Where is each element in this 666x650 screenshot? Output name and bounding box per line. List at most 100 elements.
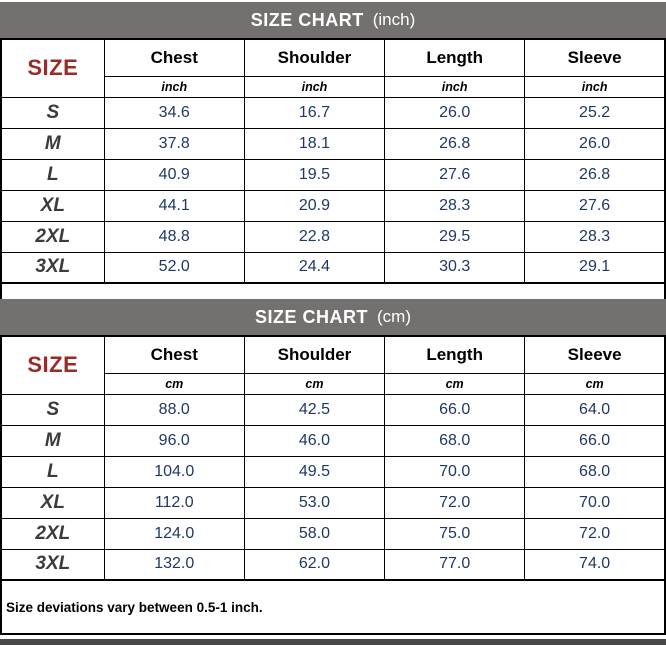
measurement-cell: 29.5: [384, 220, 526, 253]
unit-cell: inch: [384, 75, 526, 98]
measurement-cell: 96.0: [103, 424, 245, 457]
table-row: S 88.0 42.5 66.0 64.0: [0, 393, 666, 426]
unit-cell: cm: [524, 372, 666, 395]
measurement-cell: 62.0: [243, 548, 386, 581]
cm-size-table: SIZE Chest Shoulder Length Sleeve cm cm …: [0, 335, 666, 581]
size-row-label: 2XL: [0, 220, 105, 253]
column-header-sleeve: Sleeve: [524, 335, 666, 374]
measurement-cell: 70.0: [524, 486, 666, 519]
measurement-cell: 52.0: [103, 251, 245, 284]
chart-separator: [0, 284, 666, 299]
measurement-cell: 37.8: [103, 127, 245, 160]
inch-size-table: SIZE Chest Shoulder Length Sleeve inch i…: [0, 38, 666, 284]
measurement-cell: 68.0: [524, 455, 666, 488]
bottom-spacer: [0, 635, 666, 639]
footer-note-box: Size deviations vary between 0.5-1 inch.: [0, 581, 666, 635]
measurement-cell: 19.5: [243, 158, 386, 191]
measurement-cell: 44.1: [103, 189, 245, 222]
cm-chart-title-unit: (cm): [377, 307, 411, 326]
cm-header-row: SIZE Chest Shoulder Length Sleeve: [0, 335, 666, 395]
measurement-cell: 18.1: [243, 127, 386, 160]
measurement-cell: 46.0: [243, 424, 386, 457]
column-header-chest: Chest: [103, 335, 245, 374]
unit-cell: inch: [524, 75, 666, 98]
measurement-cell: 64.0: [524, 393, 666, 426]
size-row-label: S: [0, 393, 105, 426]
unit-cell: cm: [384, 372, 526, 395]
measurement-cell: 88.0: [103, 393, 245, 426]
measurement-cell: 28.3: [384, 189, 526, 222]
column-header-shoulder: Shoulder: [243, 335, 386, 374]
measurement-cell: 42.5: [243, 393, 386, 426]
measurement-cell: 26.0: [524, 127, 666, 160]
table-row: M 37.8 18.1 26.8 26.0: [0, 127, 666, 160]
measurement-cell: 53.0: [243, 486, 386, 519]
table-row: 2XL 124.0 58.0 75.0 72.0: [0, 517, 666, 550]
unit-cell: inch: [103, 75, 245, 98]
measurement-cell: 124.0: [103, 517, 245, 550]
table-row: 3XL 52.0 24.4 30.3 29.1: [0, 251, 666, 284]
table-row: 3XL 132.0 62.0 77.0 74.0: [0, 548, 666, 581]
measurement-cell: 20.9: [243, 189, 386, 222]
inch-chart-title: SIZE CHART: [250, 9, 364, 30]
measurement-cell: 26.0: [384, 96, 526, 129]
column-header-chest: Chest: [103, 38, 245, 77]
measurement-cell: 26.8: [384, 127, 526, 160]
measurement-cell: 132.0: [103, 548, 245, 581]
unit-cell: inch: [243, 75, 386, 98]
size-row-label: S: [0, 96, 105, 129]
cm-chart-title: SIZE CHART: [255, 306, 368, 327]
measurement-cell: 24.4: [243, 251, 386, 284]
table-row: XL 112.0 53.0 72.0 70.0: [0, 486, 666, 519]
size-corner-header: SIZE: [0, 38, 105, 98]
size-row-label: M: [0, 424, 105, 457]
measurement-cell: 112.0: [103, 486, 245, 519]
column-header-sleeve: Sleeve: [524, 38, 666, 77]
size-row-label: 3XL: [0, 548, 105, 581]
column-header-length: Length: [384, 38, 526, 77]
size-row-label: 2XL: [0, 517, 105, 550]
measurement-cell: 72.0: [524, 517, 666, 550]
table-row: M 96.0 46.0 68.0 66.0: [0, 424, 666, 457]
measurement-cell: 68.0: [384, 424, 526, 457]
measurement-cell: 40.9: [103, 158, 245, 191]
measurement-cell: 58.0: [243, 517, 386, 550]
inch-chart-title-bar: SIZE CHART (inch): [0, 2, 666, 38]
measurement-cell: 27.6: [384, 158, 526, 191]
measurement-cell: 66.0: [384, 393, 526, 426]
size-row-label: XL: [0, 486, 105, 519]
table-row: XL 44.1 20.9 28.3 27.6: [0, 189, 666, 222]
unit-cell: cm: [103, 372, 245, 395]
next-section-bar: [0, 639, 666, 645]
measurement-cell: 66.0: [524, 424, 666, 457]
size-row-label: 3XL: [0, 251, 105, 284]
size-row-label: L: [0, 455, 105, 488]
size-deviation-note: Size deviations vary between 0.5-1 inch.: [6, 599, 263, 615]
measurement-cell: 26.8: [524, 158, 666, 191]
table-row: S 34.6 16.7 26.0 25.2: [0, 96, 666, 129]
size-row-label: XL: [0, 189, 105, 222]
measurement-cell: 29.1: [524, 251, 666, 284]
column-header-length: Length: [384, 335, 526, 374]
measurement-cell: 104.0: [103, 455, 245, 488]
unit-cell: cm: [243, 372, 386, 395]
table-row: L 40.9 19.5 27.6 26.8: [0, 158, 666, 191]
size-corner-header: SIZE: [0, 335, 105, 395]
measurement-cell: 25.2: [524, 96, 666, 129]
size-row-label: L: [0, 158, 105, 191]
measurement-cell: 49.5: [243, 455, 386, 488]
measurement-cell: 74.0: [524, 548, 666, 581]
measurement-cell: 30.3: [384, 251, 526, 284]
table-row: L 104.0 49.5 70.0 68.0: [0, 455, 666, 488]
measurement-cell: 48.8: [103, 220, 245, 253]
inch-chart-title-unit: (inch): [372, 10, 416, 29]
measurement-cell: 27.6: [524, 189, 666, 222]
table-row: 2XL 48.8 22.8 29.5 28.3: [0, 220, 666, 253]
measurement-cell: 34.6: [103, 96, 245, 129]
measurement-cell: 28.3: [524, 220, 666, 253]
measurement-cell: 16.7: [243, 96, 386, 129]
measurement-cell: 22.8: [243, 220, 386, 253]
measurement-cell: 70.0: [384, 455, 526, 488]
measurement-cell: 75.0: [384, 517, 526, 550]
